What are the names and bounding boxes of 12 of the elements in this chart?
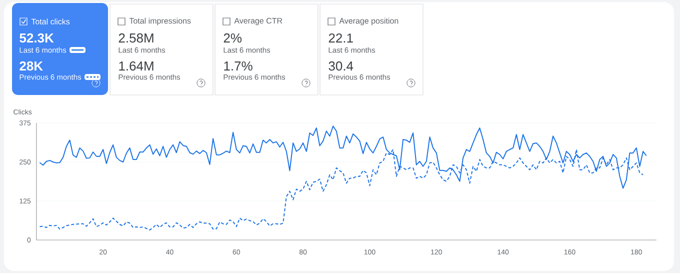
text: 28K: [20, 61, 43, 71]
text: 1.64M: [119, 61, 154, 71]
text: 22.1: [328, 33, 353, 43]
text: Total impressions: [129, 18, 191, 26]
text: 2%: [224, 33, 242, 43]
text: 30.4: [328, 61, 354, 71]
text: 2.58M: [118, 33, 154, 43]
text: 52.3K: [20, 33, 54, 43]
text: Total clicks: [31, 18, 70, 24]
text: Average position: [339, 18, 398, 26]
text: 1.7%: [224, 61, 252, 71]
text: Average CTR: [234, 18, 282, 26]
